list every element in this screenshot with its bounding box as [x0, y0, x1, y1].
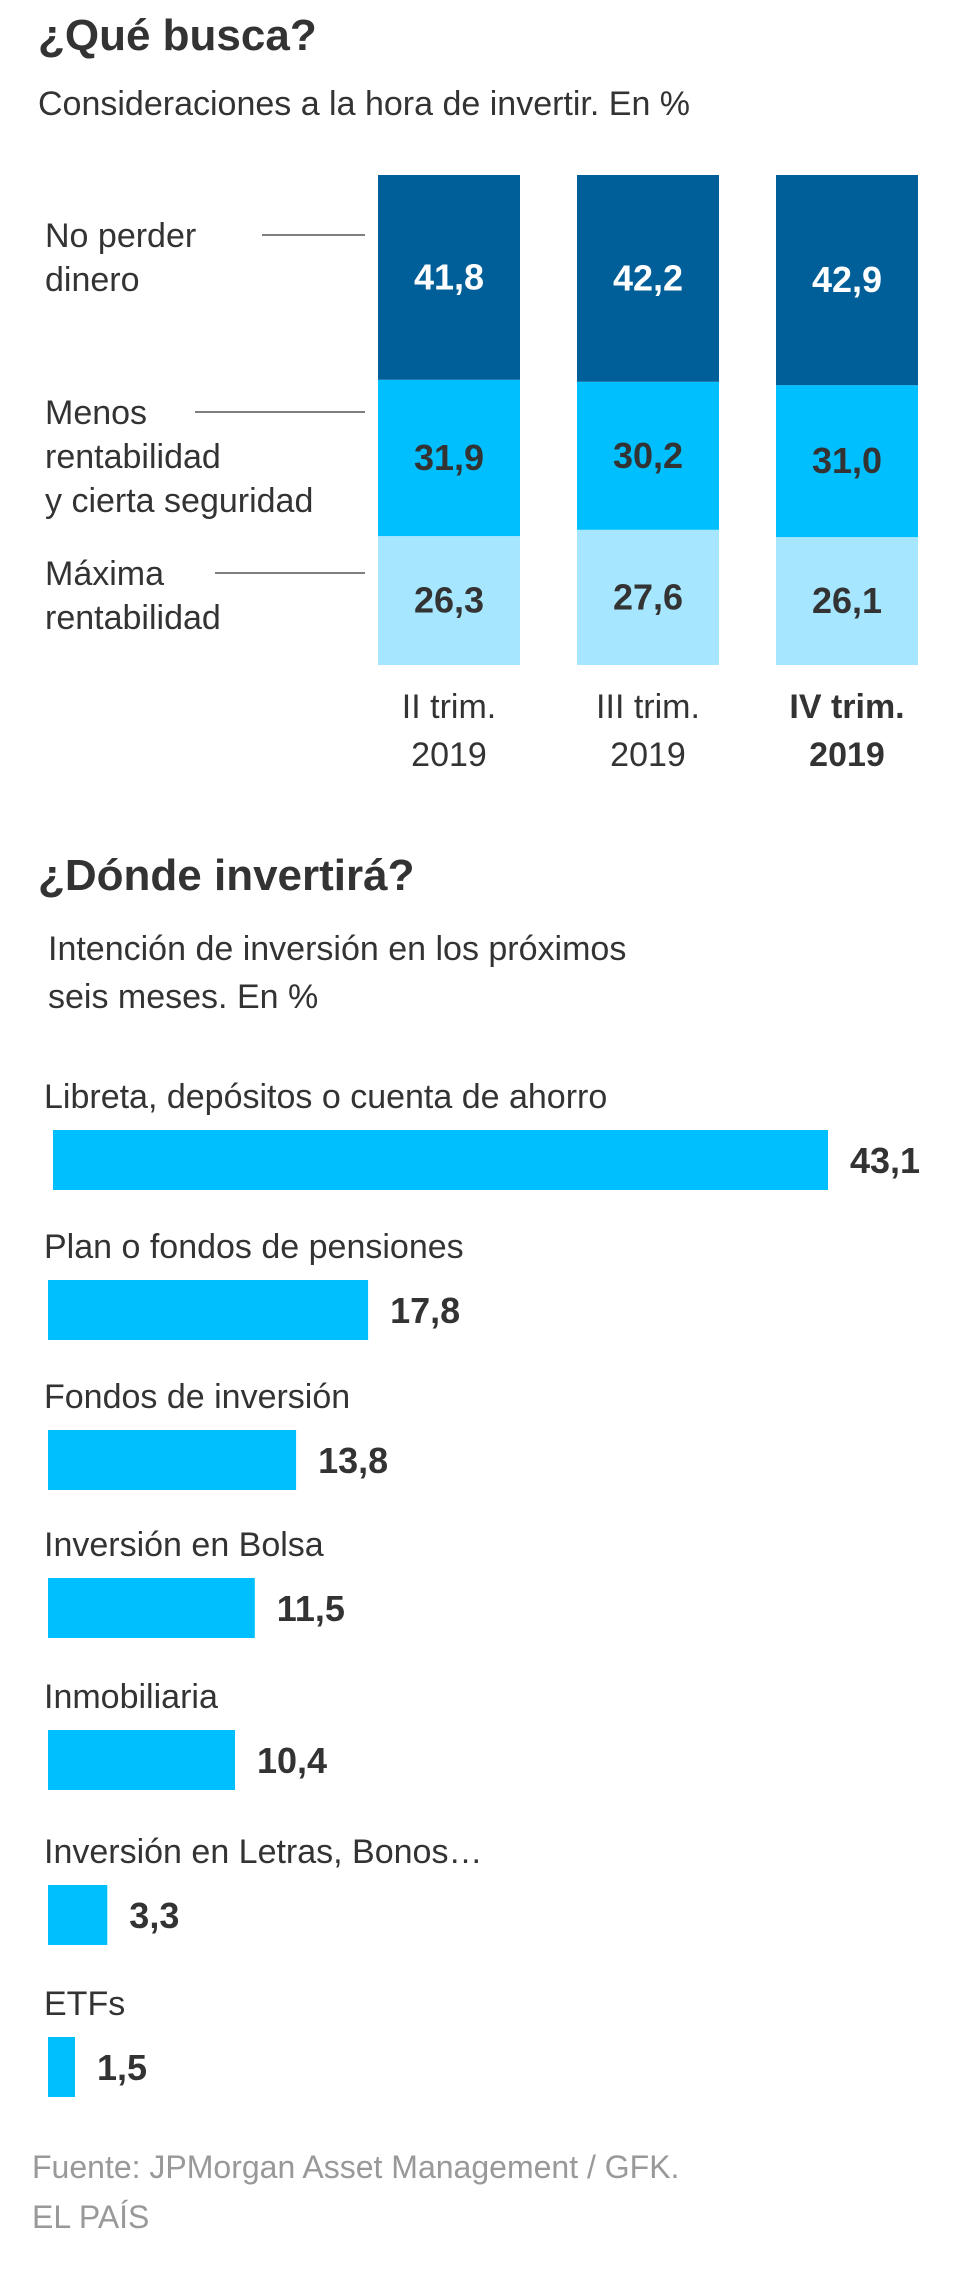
category-label: Libreta, depósitos o cuenta de ahorro	[44, 1078, 607, 1116]
bar-value-label: 3,3	[129, 1895, 179, 1936]
series-label: No perder	[45, 217, 196, 255]
section1-subtitle: Consideraciones a la hora de invertir. E…	[38, 85, 690, 123]
stack-segment-2-bar-3	[776, 385, 918, 538]
section2-title: ¿Dónde invertirá?	[38, 851, 415, 900]
footer-source: Fuente: JPMorgan Asset Management / GFK.	[32, 2149, 679, 2185]
bar-value-label: 1,5	[97, 2047, 147, 2088]
bar-7	[48, 2037, 75, 2097]
x-tick-label: III trim.	[596, 688, 700, 726]
segment-value-label: 31,9	[414, 437, 484, 478]
bar-5	[48, 1730, 235, 1790]
series-label: rentabilidad	[45, 599, 221, 637]
x-tick-label: 2019	[610, 736, 686, 774]
bar-value-label: 10,4	[257, 1740, 327, 1781]
series-label: y cierta seguridad	[45, 482, 313, 520]
category-label: Inmobiliaria	[44, 1678, 218, 1716]
series-label: Máxima	[45, 555, 164, 593]
x-tick-label: II trim.	[402, 688, 496, 726]
segment-value-label: 30,2	[613, 435, 683, 476]
section2-subtitle-line2: seis meses. En %	[48, 978, 318, 1016]
bar-value-label: 13,8	[318, 1440, 388, 1481]
series-label: dinero	[45, 261, 140, 299]
stack-segment-3-bar-3	[776, 175, 918, 386]
bar-value-label: 43,1	[850, 1140, 920, 1181]
category-label: ETFs	[44, 1985, 125, 2023]
bar-value-label: 17,8	[390, 1290, 460, 1331]
segment-value-label: 27,6	[613, 576, 683, 617]
segment-value-label: 31,0	[812, 440, 882, 481]
category-label: Inversión en Bolsa	[44, 1526, 324, 1564]
segment-value-label: 42,9	[812, 259, 882, 300]
horizontal-bar-chart: Libreta, depósitos o cuenta de ahorro 43,…	[44, 1078, 920, 2097]
section2-subtitle-line1: Intención de inversión en los próximos	[48, 930, 626, 968]
stack-segment-2-bar-2	[577, 381, 719, 530]
series-label: rentabilidad	[45, 438, 221, 476]
bar-1	[53, 1130, 828, 1190]
series-label: Menos	[45, 394, 147, 432]
segment-value-label: 42,2	[613, 257, 683, 298]
segment-value-label: 26,1	[812, 580, 882, 621]
stack-segment-3-bar-2	[577, 175, 719, 382]
stack-segment-3-bar-1	[378, 175, 520, 380]
bar-6	[48, 1885, 108, 1945]
x-tick-label: IV trim.	[789, 688, 904, 726]
category-label: Plan o fondos de pensiones	[44, 1228, 464, 1266]
section1-title: ¿Qué busca?	[38, 11, 317, 60]
bar-3	[48, 1430, 297, 1490]
stacked-bar-chart: 26,3 31,9 41,8 II trim. 2019 27,6 30,2 42,2 III …	[45, 175, 918, 774]
segment-value-label: 26,3	[414, 580, 484, 621]
stack-segment-1-bar-1	[378, 536, 520, 665]
footer-credit: EL PAÍS	[32, 2199, 149, 2235]
stack-segment-1-bar-3	[776, 537, 918, 665]
category-label: Inversión en Letras, Bonos…	[44, 1833, 482, 1871]
bar-4	[48, 1578, 255, 1638]
stack-segment-1-bar-2	[577, 529, 719, 665]
category-label: Fondos de inversión	[44, 1378, 350, 1416]
x-tick-label: 2019	[411, 736, 487, 774]
stack-segment-2-bar-1	[378, 379, 520, 537]
x-tick-label: 2019	[809, 736, 885, 774]
segment-value-label: 41,8	[414, 256, 484, 297]
bar-2	[48, 1280, 369, 1340]
bar-value-label: 11,5	[277, 1588, 345, 1629]
